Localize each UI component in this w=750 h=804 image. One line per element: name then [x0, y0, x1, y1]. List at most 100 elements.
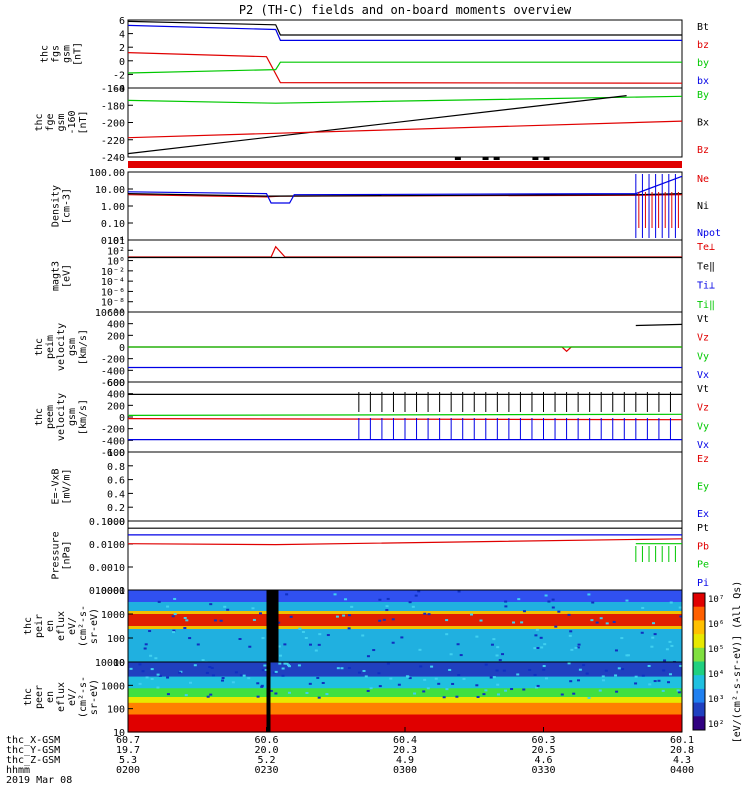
y-tick-label: -4 [113, 84, 125, 95]
spectrogram-speck [522, 610, 526, 613]
y-label-line: en [45, 691, 56, 703]
spectrogram-band [128, 685, 682, 689]
panel-peer: 10000 1000 100 10 thc peer en eflux eV/(cm²-s-sr… [23, 658, 683, 739]
x-tick-t: 0230 [254, 765, 278, 776]
spectrogram-speck [426, 687, 430, 690]
spectrogram-band [128, 705, 682, 710]
y-label-line: [km/s] [78, 329, 89, 365]
spectrogram-speck [378, 685, 382, 688]
spectrogram-band [128, 632, 682, 636]
y-tick-label: -200 [101, 355, 125, 366]
spectrogram-speck [417, 590, 421, 593]
y-tick-label: 10 [113, 728, 125, 739]
panel-efield: 1.0 0.8 0.6 0.4 0.2 0.0 E=-VxB [mV/m] Ez Ey Ex [51, 448, 710, 528]
spectrogram-speck [430, 665, 434, 668]
spectrogram-speck [378, 619, 382, 622]
panel-frame-fgs [127, 19, 683, 89]
spectrogram-speck [348, 614, 352, 617]
spectrogram-speck [144, 643, 148, 646]
x-tick-x: 60.6 [254, 735, 278, 746]
spectrogram-speck [614, 649, 618, 652]
spectrogram-speck [226, 608, 230, 611]
spectrogram-speck [457, 674, 461, 677]
y-label-line: [mV/m] [62, 468, 73, 504]
spectrogram-speck [427, 613, 431, 616]
spectrogram-speck [557, 610, 561, 613]
y-label-line: thc [34, 338, 45, 356]
legend-pressure-3: Pi [697, 578, 709, 589]
spectrogram-speck [419, 665, 423, 668]
spectrogram-speck [543, 643, 547, 646]
spectrogram-speck [188, 637, 192, 640]
spectrogram-speck [145, 676, 149, 679]
spectrogram-speck [277, 621, 281, 624]
spectrogram-speck [242, 674, 246, 677]
panel-peir: 10000 1000 100 10 thc peir en eflux eV/(cm²-s-sr… [23, 586, 683, 669]
colorbar-band [693, 606, 705, 621]
y-label-line: velocity [56, 393, 67, 441]
spectrogram-band [128, 593, 682, 597]
y-label-line: eV/ [67, 688, 78, 706]
legend-temp-2: Ti⊥ [697, 281, 715, 292]
y-label-line: [nPa] [62, 540, 73, 570]
spectrogram-speck [208, 666, 212, 669]
spectrogram-speck [298, 627, 302, 630]
y-label-peem: thc peem velocity gsm [km/s] [34, 393, 89, 441]
spectrogram-speck [551, 606, 555, 609]
y-label-line: E=-VxB [51, 468, 62, 504]
spectrogram-band [128, 656, 682, 660]
spectrogram-speck [434, 677, 438, 680]
x-row-label: thc_Z-GSM [6, 755, 60, 766]
spectrogram-speck [193, 664, 197, 667]
y-tick-label: 4 [119, 30, 125, 41]
y-tick-label: 0.0100 [89, 540, 125, 551]
legend-density-0: Ne [697, 174, 709, 185]
legend-peem-3: Vx [697, 440, 709, 451]
y-tick-label: 0.1000 [89, 517, 125, 528]
colorbar-tick: 10⁶ [708, 620, 724, 630]
colorbar-tick: 10³ [708, 695, 724, 705]
spectrogram-band [128, 659, 682, 663]
spectrogram-speck [366, 655, 370, 658]
spectrogram-speck [569, 680, 573, 683]
legend-fge-1: Bx [697, 118, 709, 129]
x-tick-x: 60.1 [670, 735, 694, 746]
status-bar-mark [543, 157, 550, 160]
spectrogram-band [128, 641, 682, 645]
y-tick-label: 1.00 [101, 202, 125, 213]
spectrogram-speck [269, 689, 273, 692]
x-tick-x: 60.3 [531, 735, 555, 746]
spectrogram-speck [455, 695, 459, 698]
spectrogram-band [128, 676, 682, 681]
spectrogram-speck [287, 691, 291, 694]
spectrogram-speck [599, 617, 603, 620]
spectrogram-band [128, 620, 682, 624]
y-tick-label: 1000 [101, 610, 125, 621]
status-bar-mark [454, 157, 461, 160]
y-tick-label: -240 [101, 153, 125, 164]
spectrogram-speck [648, 683, 652, 686]
y-label-line: [nT] [78, 110, 89, 134]
spectrogram-speck [657, 679, 661, 682]
spectrogram-speck [305, 691, 309, 694]
spectrogram-speck [422, 690, 426, 693]
y-label-line: [eV] [62, 264, 73, 288]
spectrogram-speck [572, 692, 576, 695]
spectrogram-speck [362, 669, 366, 672]
spectrogram-speck [213, 619, 217, 622]
spectrogram-speck [614, 674, 618, 677]
spectrogram-speck [502, 669, 506, 672]
panel-frame-pressure [127, 520, 683, 591]
spectrogram-speck [408, 677, 412, 680]
colorbar-band [693, 688, 705, 704]
x-row-label: thc_X-GSM [6, 735, 60, 746]
y-label-line: en [45, 620, 56, 632]
spectrogram-speck [448, 668, 452, 671]
panel-frame-temp [127, 239, 683, 313]
spectrogram-speck [347, 627, 351, 630]
y-tick-label: 600 [107, 378, 125, 389]
spectrogram-speck [587, 696, 591, 699]
y-tick-label: -220 [101, 136, 125, 147]
y-label-line: Density [51, 185, 62, 227]
y-label-temp: magt3 [eV] [51, 261, 73, 291]
